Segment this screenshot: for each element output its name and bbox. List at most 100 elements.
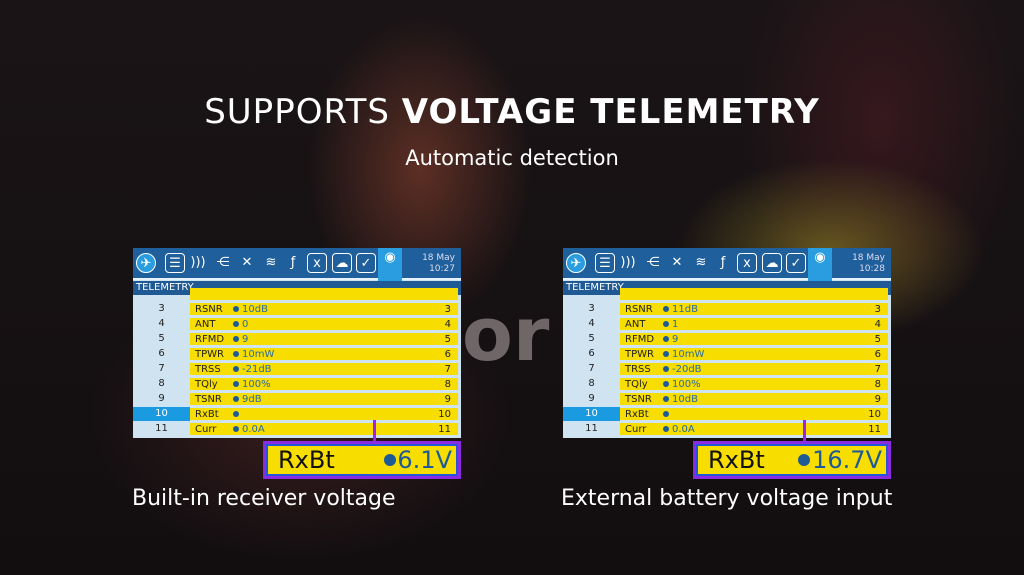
sensor-value: 0.0A xyxy=(672,424,695,435)
list-icon[interactable]: ☰ xyxy=(165,253,185,273)
cloud-icon[interactable]: ☁ xyxy=(332,253,352,273)
status-dot-icon xyxy=(233,321,239,327)
sensor-index: 8 xyxy=(444,379,451,390)
table-row[interactable]: 10 RxBt 10 xyxy=(133,407,461,422)
signal-waves-icon[interactable]: ))) xyxy=(620,255,636,270)
row-number: 8 xyxy=(158,378,165,389)
date: 18 May xyxy=(852,253,885,263)
status-dot-icon xyxy=(663,426,669,432)
sensor-label: RxBt xyxy=(195,409,219,420)
table-row[interactable]: 8 TQly 100% 8 xyxy=(563,377,891,392)
separator-or: or xyxy=(462,292,550,378)
table-row-partial xyxy=(133,287,461,302)
row-bar: TSNR 10dB 9 xyxy=(620,393,888,405)
row-bar: RFMD 9 5 xyxy=(190,333,458,345)
sensor-index: 5 xyxy=(444,334,451,345)
sensor-value: 9 xyxy=(242,334,249,345)
table-row[interactable]: 7 TRSS -20dB 7 xyxy=(563,362,891,377)
row-number: 9 xyxy=(158,393,165,404)
table-row[interactable]: 11 Curr 0.0A 11 xyxy=(133,422,461,437)
row-bar: RSNR 10dB 3 xyxy=(190,303,458,315)
row-number: 8 xyxy=(588,378,595,389)
curve-icon[interactable]: ≋ xyxy=(695,255,707,270)
list-icon[interactable]: ☰ xyxy=(595,253,615,273)
mixer-icon[interactable]: ⋲ xyxy=(216,255,230,270)
sensor-value: 11dB xyxy=(672,304,698,315)
table-row[interactable]: 4 ANT 1 4 xyxy=(563,317,891,332)
table-row[interactable]: 5 RFMD 9 5 xyxy=(563,332,891,347)
row-number: 7 xyxy=(158,363,165,374)
zoom-inner: RxBt 6.1V xyxy=(268,446,456,474)
table-row[interactable]: 11 Curr 0.0A 11 xyxy=(563,422,891,437)
row-bar: Curr 0.0A 11 xyxy=(620,423,888,435)
sensor-label: TSNR xyxy=(625,394,652,405)
headline: SUPPORTS VOLTAGE TELEMETRY xyxy=(0,92,1024,132)
caption-external: External battery voltage input xyxy=(561,486,893,511)
table-row[interactable]: 6 TPWR 10mW 6 xyxy=(133,347,461,362)
row-bar: RSNR 11dB 3 xyxy=(620,303,888,315)
crossfire-icon[interactable]: ✕ xyxy=(241,255,253,270)
sensor-value: 9dB xyxy=(242,394,262,405)
sensor-label: RFMD xyxy=(625,334,655,345)
table-row[interactable]: 4 ANT 0 4 xyxy=(133,317,461,332)
sensor-index: 5 xyxy=(874,334,881,345)
status-dot-icon xyxy=(233,306,239,312)
checkbox-icon[interactable]: ✓ xyxy=(786,253,806,273)
row-number: 3 xyxy=(158,303,165,314)
sensor-index: 11 xyxy=(868,424,881,435)
sensor-label: RSNR xyxy=(625,304,653,315)
logic-icon[interactable]: ƒ xyxy=(290,255,296,270)
row-number: 10 xyxy=(133,407,190,421)
status-dot-icon xyxy=(233,351,239,357)
table-row[interactable]: 6 TPWR 10mW 6 xyxy=(563,347,891,362)
mixer-icon[interactable]: ⋲ xyxy=(646,255,660,270)
zoom-callout: RxBt 16.7V xyxy=(693,441,891,479)
sensor-label: TQly xyxy=(625,379,648,390)
callout-arrow xyxy=(373,420,376,442)
row-bar: ANT 1 4 xyxy=(620,318,888,330)
sensor-label: ANT xyxy=(625,319,646,330)
sensor-label: TRSS xyxy=(625,364,651,375)
table-row[interactable]: 5 RFMD 9 5 xyxy=(133,332,461,347)
sensor-index: 4 xyxy=(874,319,881,330)
table-row[interactable]: 8 TQly 100% 8 xyxy=(133,377,461,392)
logic-icon[interactable]: ƒ xyxy=(720,255,726,270)
sensor-index: 11 xyxy=(438,424,451,435)
row-number xyxy=(133,287,190,301)
checkbox-icon[interactable]: ✓ xyxy=(356,253,376,273)
status-dot-icon xyxy=(233,336,239,342)
sensor-index: 6 xyxy=(874,349,881,360)
airplane-circle-icon[interactable]: ✈ xyxy=(136,253,156,273)
cloud-icon[interactable]: ☁ xyxy=(762,253,782,273)
status-dot-icon xyxy=(384,454,396,466)
sensor-index: 6 xyxy=(444,349,451,360)
sensor-index: 9 xyxy=(874,394,881,405)
sensor-value: 10mW xyxy=(242,349,275,360)
status-dot-icon xyxy=(233,411,239,417)
date: 18 May xyxy=(422,253,455,263)
sensor-index: 8 xyxy=(874,379,881,390)
table-row[interactable]: 3 RSNR 11dB 3 xyxy=(563,302,891,317)
zoom-label: RxBt xyxy=(278,446,335,474)
x-variable-icon[interactable]: x xyxy=(737,253,757,273)
x-variable-icon[interactable]: x xyxy=(307,253,327,273)
date-time: 18 May 10:28 xyxy=(852,253,885,275)
signal-waves-icon[interactable]: ))) xyxy=(190,255,206,270)
table-row[interactable]: 3 RSNR 10dB 3 xyxy=(133,302,461,317)
table-row[interactable]: 9 TSNR 9dB 9 xyxy=(133,392,461,407)
zoom-label: RxBt xyxy=(708,446,765,474)
telemetry-icon[interactable]: ◉ xyxy=(808,248,832,282)
sensor-label: Curr xyxy=(625,424,647,435)
airplane-circle-icon[interactable]: ✈ xyxy=(566,253,586,273)
crossfire-icon[interactable]: ✕ xyxy=(671,255,683,270)
sensor-value: -21dB xyxy=(242,364,272,375)
table-row[interactable]: 7 TRSS -21dB 7 xyxy=(133,362,461,377)
table-row[interactable]: 9 TSNR 10dB 9 xyxy=(563,392,891,407)
table-row[interactable]: 10 RxBt 10 xyxy=(563,407,891,422)
status-dot-icon xyxy=(663,411,669,417)
status-dot-icon xyxy=(663,306,669,312)
callout-arrow xyxy=(803,420,806,442)
row-bar: RxBt 10 xyxy=(620,408,888,420)
curve-icon[interactable]: ≋ xyxy=(265,255,277,270)
telemetry-icon[interactable]: ◉ xyxy=(378,248,402,282)
